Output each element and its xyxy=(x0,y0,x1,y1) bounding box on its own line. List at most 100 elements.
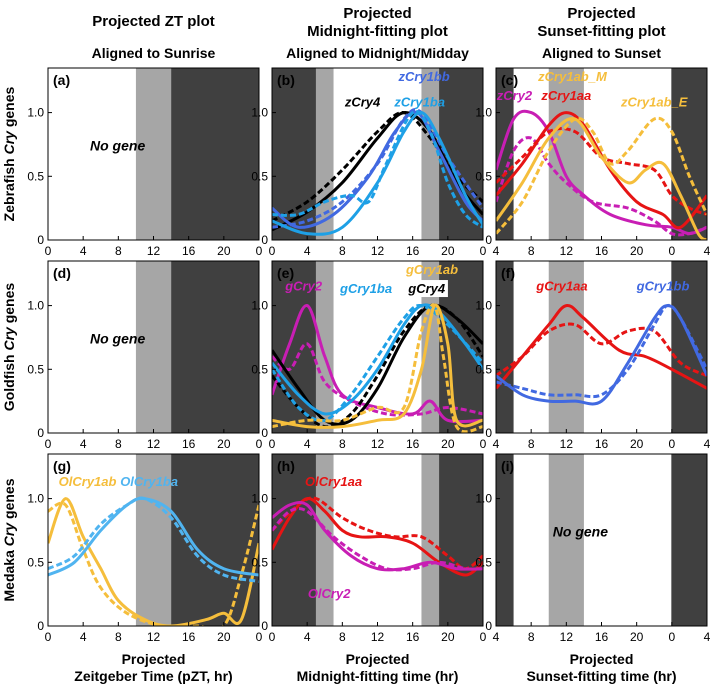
x-tick-label: 12 xyxy=(147,437,161,451)
column-subtitle: Aligned to Midnight/Midday xyxy=(286,45,469,61)
y-tick-label: 0.5 xyxy=(475,169,492,183)
x-tick-label: 0 xyxy=(45,630,52,644)
panel-label: (b) xyxy=(277,72,295,88)
x-axis-label-line1: Projected xyxy=(570,651,634,667)
panel-label: (e) xyxy=(277,265,294,281)
x-tick-label: 12 xyxy=(371,244,385,258)
series-group xyxy=(496,303,707,406)
twilight-region xyxy=(548,68,584,240)
no-gene-note: No gene xyxy=(90,331,145,347)
panel-g: 0 0.5 1.0 0 4 8 12 16 20 0 (g)OlCry1ab OlCry1ba xyxy=(27,453,263,644)
x-tick-label: 0 xyxy=(269,244,276,258)
x-tick-label: 16 xyxy=(182,630,196,644)
gene-label-zCry4: zCry4 xyxy=(344,94,381,109)
y-tick-label: 1.0 xyxy=(475,106,492,120)
x-tick-label: 20 xyxy=(630,244,644,258)
panel-label: (f) xyxy=(501,265,515,281)
x-tick-label: 20 xyxy=(441,437,455,451)
panel-label: (i) xyxy=(501,458,514,474)
night-region xyxy=(439,454,483,626)
gene-label-OlCry1ba: OlCry1ba xyxy=(120,474,178,489)
y-tick-label: 1.0 xyxy=(251,106,268,120)
twilight-region xyxy=(421,68,440,240)
x-tick-label: 0 xyxy=(269,437,276,451)
series-group xyxy=(496,109,707,240)
y-tick-label: 1.0 xyxy=(251,299,268,313)
x-tick-label: 4 xyxy=(493,244,500,258)
twilight-region xyxy=(315,261,334,433)
y-tick-label: 1.0 xyxy=(27,106,44,120)
x-tick-label: 0 xyxy=(668,630,675,644)
gene-label-gCry1ba: gCry1ba xyxy=(339,281,392,296)
x-axis-label-line1: Projected xyxy=(346,651,410,667)
series-group xyxy=(48,496,259,626)
x-tick-label: 4 xyxy=(304,437,311,451)
gene-label-background xyxy=(405,280,448,298)
column-title: Sunset-fitting plot xyxy=(537,23,665,40)
x-axis-label: Midnight-fitting time (hr) xyxy=(297,668,459,684)
gene-label-OlCry1aa: OlCry1aa xyxy=(305,474,362,489)
x-tick-label: 8 xyxy=(115,244,122,258)
panel-h: 0 0.5 1.0 0 4 8 12 16 20 0 (h) OlCry1aa OlCry2 xyxy=(251,453,487,644)
column-title-line1: Projected xyxy=(343,5,411,22)
x-tick-label: 16 xyxy=(406,630,420,644)
row-y-label-species: Zebrafish xyxy=(1,154,17,221)
y-tick-label: 0 xyxy=(37,619,44,633)
gene-label-gCry4: gCry4 xyxy=(407,281,446,296)
panel-a: 0 0.5 1.0 0 4 8 12 16 20 0 (a) No gene xyxy=(27,67,263,258)
x-tick-label: 4 xyxy=(704,437,711,451)
no-gene-note: No gene xyxy=(553,524,608,540)
y-tick-label: 0.5 xyxy=(475,555,492,569)
x-tick-label: 16 xyxy=(595,437,609,451)
x-tick-label: 0 xyxy=(256,244,263,258)
y-tick-label: 0 xyxy=(37,426,44,440)
x-tick-label: 0 xyxy=(668,244,675,258)
gene-label-zCry1bb: zCry1bb xyxy=(397,69,449,84)
series-line-OlCry1ba xyxy=(48,496,259,577)
y-tick-label: 0 xyxy=(261,233,268,247)
series-line-dashed-gCry1ab xyxy=(272,303,483,433)
y-tick-label: 0.5 xyxy=(27,362,44,376)
y-tick-label: 0.5 xyxy=(27,555,44,569)
x-tick-label: 0 xyxy=(45,437,52,451)
panel-label: (d) xyxy=(53,265,71,281)
row-y-label-suffix: genes xyxy=(1,478,17,523)
x-tick-label: 12 xyxy=(560,437,574,451)
x-tick-label: 20 xyxy=(441,244,455,258)
night-region xyxy=(496,261,514,433)
x-tick-label: 4 xyxy=(80,244,87,258)
x-tick-label: 0 xyxy=(269,630,276,644)
gene-label-zCry1aa: zCry1aa xyxy=(540,88,591,103)
series-line-gCry4 xyxy=(272,303,483,426)
night-region xyxy=(671,261,707,433)
x-tick-label: 0 xyxy=(256,630,263,644)
y-tick-label: 0.5 xyxy=(251,362,268,376)
x-tick-label: 8 xyxy=(528,244,535,258)
y-tick-label: 1.0 xyxy=(475,492,492,506)
row-y-label-suffix: genes xyxy=(1,283,17,328)
series-line-zCry1aa xyxy=(496,111,707,230)
row-y-label-gene: Cry xyxy=(1,522,17,547)
x-tick-label: 12 xyxy=(147,630,161,644)
x-tick-label: 16 xyxy=(182,437,196,451)
gene-label-OlCry1ab: OlCry1ab xyxy=(59,474,117,489)
x-tick-label: 8 xyxy=(115,630,122,644)
x-tick-label: 8 xyxy=(339,244,346,258)
y-tick-label: 0.5 xyxy=(27,169,44,183)
x-tick-label: 8 xyxy=(339,437,346,451)
series-line-dashed-OlCry2 xyxy=(272,507,483,572)
panel-label: (a) xyxy=(53,72,70,88)
x-tick-label: 4 xyxy=(304,244,311,258)
panel-i: 00.51.04 8 12 16 20 0 4(i)No gene xyxy=(475,453,711,644)
x-tick-label: 12 xyxy=(371,630,385,644)
gene-label-zCry1ab_E: zCry1ab_E xyxy=(620,94,688,109)
series-line-gCry1ba xyxy=(272,303,483,416)
gene-label-gCry1ab: gCry1ab xyxy=(405,262,458,277)
x-tick-label: 12 xyxy=(147,244,161,258)
panel-f: 00.51.04 8 12 16 20 0 4(f)gCry1aa gCry1bb xyxy=(475,260,711,451)
y-tick-label: 1.0 xyxy=(475,299,492,313)
series-group xyxy=(272,303,483,433)
x-tick-label: 16 xyxy=(406,437,420,451)
x-tick-label: 0 xyxy=(480,630,487,644)
x-tick-label: 0 xyxy=(45,244,52,258)
